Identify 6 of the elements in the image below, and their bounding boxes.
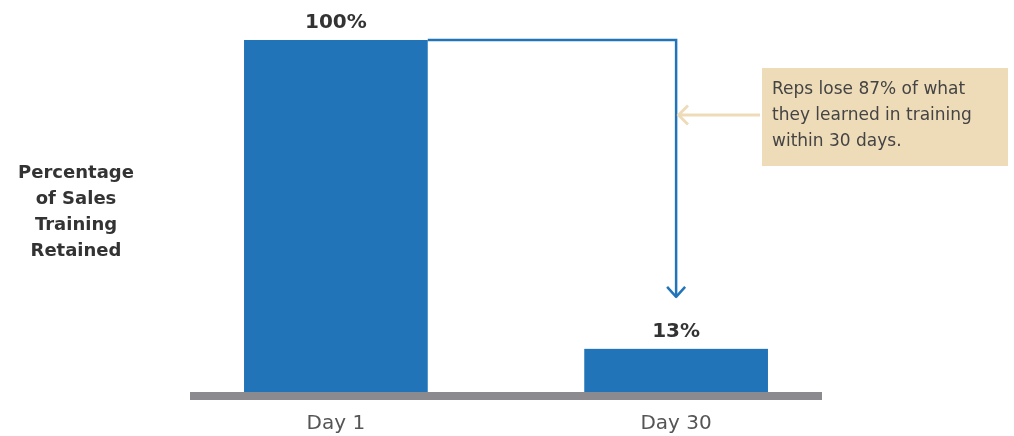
x-tick-label: Day 30 <box>640 410 712 434</box>
x-tick-label: Day 1 <box>306 410 366 434</box>
data-label: 100% <box>304 9 367 33</box>
y-axis-title: Percentage of Sales Training Retained <box>18 161 134 260</box>
annotation: Reps lose 87% of what they learned in training within 30 days. <box>772 78 972 150</box>
data-label: 13% <box>652 317 701 342</box>
